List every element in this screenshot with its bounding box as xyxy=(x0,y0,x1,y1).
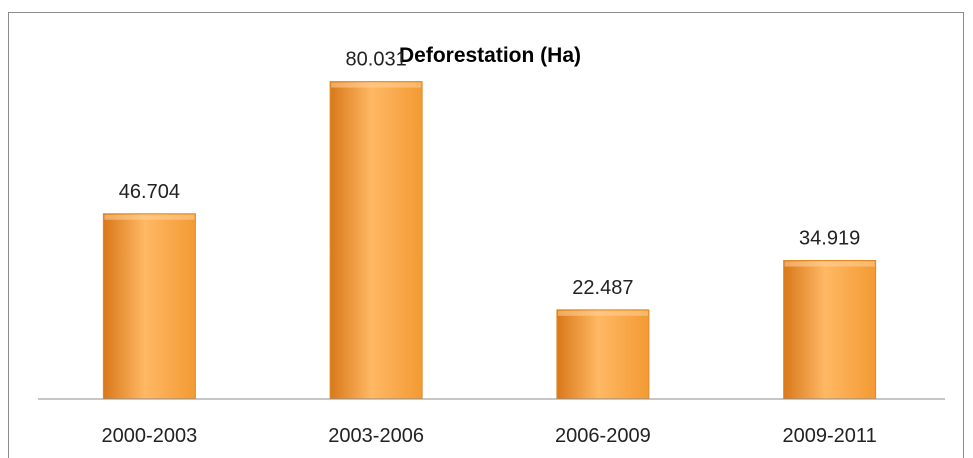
value-label-2000-2003: 46.704 xyxy=(119,181,180,203)
bar-highlight-2003-2006 xyxy=(331,82,422,88)
x-tick-label-2009-2011: 2009-2011 xyxy=(783,425,877,447)
chart-title: Deforestation (Ha) xyxy=(399,44,581,67)
bar-2009-2011 xyxy=(783,260,877,400)
bar-2000-2003 xyxy=(102,213,196,400)
x-tick-label-2006-2009: 2006-2009 xyxy=(555,425,651,447)
value-label-2006-2009: 22.487 xyxy=(572,277,633,299)
bar-highlight-2000-2003 xyxy=(104,214,195,220)
bar-highlight-2009-2011 xyxy=(784,261,875,267)
bars-group xyxy=(102,81,877,400)
value-label-2003-2006: 80.031 xyxy=(346,49,407,71)
x-tick-label-2000-2003: 2000-2003 xyxy=(102,425,198,447)
value-label-2009-2011: 34.919 xyxy=(799,228,860,250)
value-labels-group: 46.704 80.031 22.487 34.919 xyxy=(119,49,860,299)
bar-highlight-2006-2009 xyxy=(557,310,648,316)
bar-2006-2009 xyxy=(556,309,650,400)
x-tick-label-2003-2006: 2003-2006 xyxy=(328,425,424,447)
tick-labels-group: 2000-2003 2003-2006 2006-2009 2009-2011 xyxy=(102,425,877,447)
bar-2003-2006 xyxy=(329,81,423,400)
